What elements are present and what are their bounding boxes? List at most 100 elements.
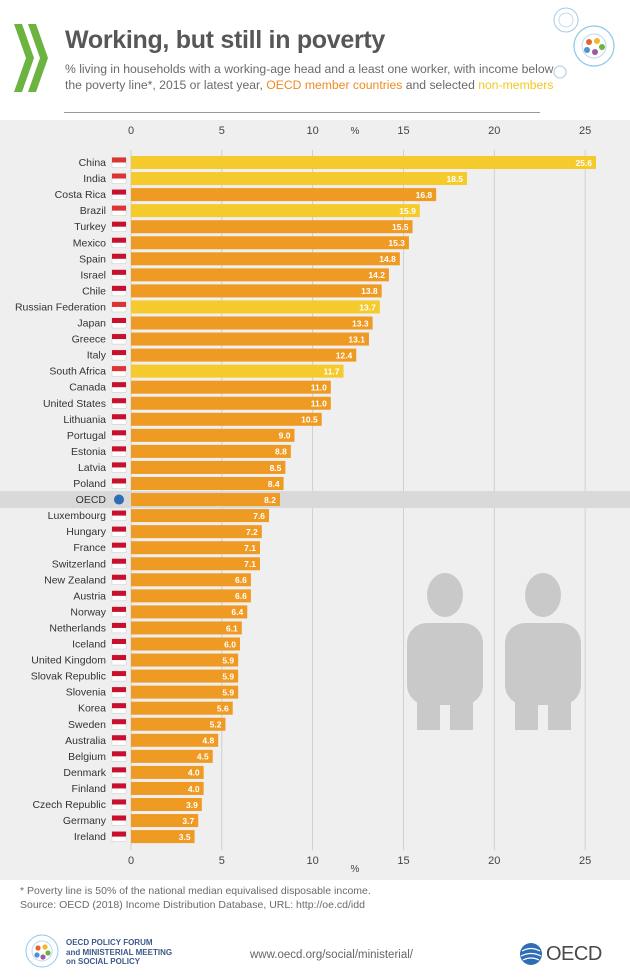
value-label: 5.9: [222, 671, 234, 681]
value-label: 4.8: [202, 736, 214, 746]
value-label: 25.6: [575, 158, 592, 168]
bar-italy: [131, 348, 357, 362]
value-label: 15.3: [388, 238, 405, 248]
female-silhouette-icon: [505, 573, 581, 730]
category-label: Iceland: [72, 639, 106, 651]
bar-united-kingdom: [131, 653, 239, 667]
bar-germany: [131, 814, 199, 828]
value-label: 7.1: [244, 543, 256, 553]
slovenia-flag: [111, 686, 127, 698]
category-label: Australia: [65, 735, 106, 747]
value-label: 6.6: [235, 591, 247, 601]
canada-flag: [111, 382, 127, 393]
value-label: 13.3: [352, 318, 369, 328]
bar-france: [131, 541, 260, 555]
category-label: China: [79, 157, 107, 169]
bar-chart: 25.6 China 18.5 India 16.8 Costa Rica 15.9 Braz…: [0, 120, 630, 880]
category-label: Brazil: [80, 205, 106, 217]
source-note: Source: OECD (2018) Income Distribution …: [20, 899, 365, 911]
category-label: India: [83, 173, 106, 185]
category-label: Slovenia: [66, 687, 106, 699]
spain-flag: [111, 253, 127, 265]
category-label: Russian Federation: [15, 301, 106, 313]
category-label: Switzerland: [52, 558, 106, 570]
russia-flag: [111, 301, 127, 313]
ireland-flag: [111, 831, 127, 842]
bar-spain: [131, 252, 400, 266]
category-label: Latvia: [78, 462, 106, 474]
value-label: 5.9: [222, 687, 234, 697]
value-label: 13.1: [348, 334, 365, 344]
category-label: France: [73, 542, 106, 554]
axes-layer: 0 5 10 15 20 25% 0 5 10 15 20 25%: [128, 125, 591, 875]
category-label: Greece: [72, 334, 107, 346]
category-label: Japan: [77, 318, 106, 330]
category-label: Korea: [78, 703, 106, 715]
category-label: United Kingdom: [31, 655, 106, 667]
category-label: Mexico: [73, 237, 106, 249]
value-label: 15.9: [399, 206, 416, 216]
value-label: 13.7: [359, 302, 376, 312]
oecd-globe-icon: [520, 943, 542, 965]
value-label: 15.5: [392, 222, 409, 232]
x-tick-top: 20: [488, 125, 500, 137]
category-label: Ireland: [74, 831, 106, 843]
value-label: 7.6: [253, 511, 265, 521]
category-label: Denmark: [63, 767, 106, 779]
footer-url[interactable]: www.oecd.org/social/ministerial/: [250, 949, 413, 961]
bars-layer: [0, 156, 630, 844]
forum-logo-small-icon: [25, 934, 59, 968]
bar-oecd: [131, 493, 280, 507]
category-label: Netherlands: [49, 622, 106, 634]
bar-hungary: [131, 525, 262, 539]
value-label: 3.9: [186, 800, 198, 810]
bar-norway: [131, 605, 248, 619]
value-label: 5.6: [217, 704, 229, 714]
bar-ireland: [131, 830, 195, 844]
finland-flag: [111, 783, 127, 794]
value-label: 13.8: [361, 286, 378, 296]
denmark-flag: [111, 767, 127, 778]
usa-flag: [111, 398, 127, 409]
china-flag: [111, 157, 127, 168]
oecd-chevrons-icon: [14, 24, 48, 92]
norway-flag: [111, 606, 127, 618]
bar-greece: [131, 332, 369, 346]
value-label: 7.1: [244, 559, 256, 569]
switzerland-flag: [111, 558, 127, 569]
x-tick-top: 25: [579, 125, 591, 137]
category-label: Finland: [72, 783, 107, 795]
value-label: 6.4: [231, 607, 243, 617]
value-label: 6.1: [226, 623, 238, 633]
category-label: New Zealand: [44, 574, 106, 586]
bar-chile: [131, 284, 382, 298]
value-label: 8.8: [275, 447, 287, 457]
bar-finland: [131, 781, 204, 795]
value-label: 14.8: [379, 254, 396, 264]
male-silhouette-icon: [407, 573, 483, 730]
lithuania-flag: [111, 414, 127, 425]
x-axis-unit-top: %: [351, 126, 360, 137]
germany-flag: [111, 815, 127, 826]
bar-latvia: [131, 460, 286, 474]
category-label: Turkey: [74, 221, 106, 233]
japan-flag: [111, 317, 127, 329]
bar-portugal: [131, 428, 295, 442]
x-tick-bottom: 15: [397, 855, 409, 867]
category-label: Lithuania: [63, 414, 106, 426]
poverty-line-note: * Poverty line is 50% of the national me…: [20, 885, 371, 897]
value-label: 16.8: [416, 190, 433, 200]
luxembourg-flag: [111, 510, 127, 521]
forum-logo-icon: [553, 7, 615, 79]
bar-switzerland: [131, 557, 260, 571]
mexico-flag: [111, 237, 127, 248]
chart-area: 25.6 China 18.5 India 16.8 Costa Rica 15.9 Braz…: [0, 120, 630, 880]
hungary-flag: [111, 526, 127, 537]
bar-slovak-republic: [131, 669, 239, 683]
header: Working, but still in poverty % living i…: [0, 0, 630, 120]
subtitle-and: and selected: [402, 77, 479, 92]
category-label: Canada: [69, 382, 106, 394]
category-label: Belgium: [68, 751, 106, 763]
bar-denmark: [131, 765, 204, 779]
value-label: 18.5: [446, 174, 463, 184]
